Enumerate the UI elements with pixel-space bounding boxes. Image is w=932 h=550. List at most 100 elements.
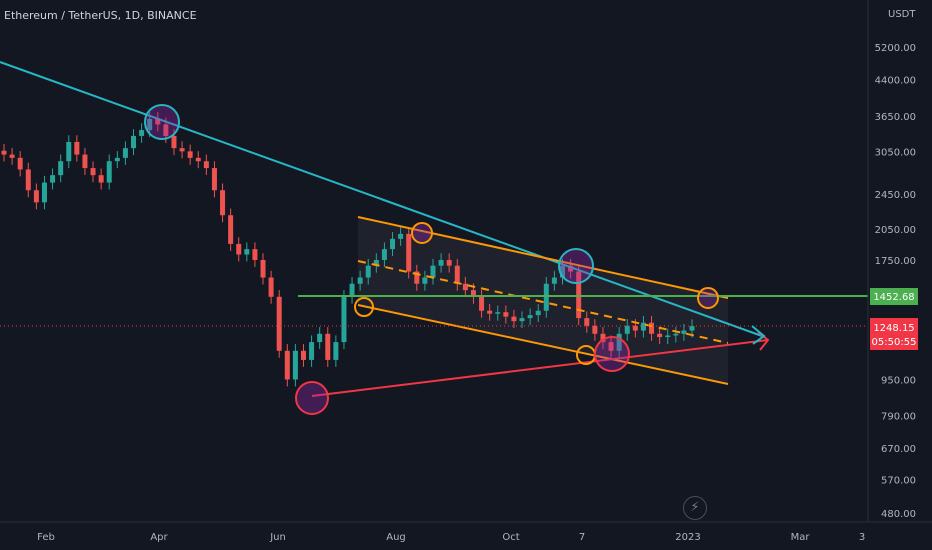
candle-body <box>147 118 153 131</box>
candle-body <box>122 148 128 158</box>
candle-body <box>317 333 323 343</box>
candle-body <box>252 249 258 260</box>
candle-body <box>624 325 630 334</box>
red-touch-circle-nov <box>594 336 630 372</box>
candle-body <box>398 233 404 239</box>
candle-body <box>171 135 177 149</box>
candle-body <box>155 118 161 125</box>
candle-body <box>681 330 687 334</box>
candle-body <box>114 157 120 162</box>
candle-body <box>446 259 452 266</box>
channel-lower-line <box>357 304 729 385</box>
candle-body <box>90 168 96 176</box>
candle-body <box>527 315 533 319</box>
candle-body <box>487 310 493 314</box>
candle-body <box>333 342 339 360</box>
orange-target-circle <box>697 287 719 309</box>
cyan-touch-circle-oct <box>558 248 594 284</box>
candle-body <box>187 151 193 158</box>
time-tick-2: Jun <box>269 532 286 543</box>
price-tick-6: 1750.00 <box>875 256 916 267</box>
candle-body <box>551 277 557 284</box>
candle-body <box>479 296 485 311</box>
candle-body <box>349 283 355 297</box>
candle-body <box>260 259 266 278</box>
candle-body <box>220 190 226 216</box>
price-tick-11: 480.00 <box>881 509 916 520</box>
candle-body <box>25 169 31 191</box>
candle-body <box>632 325 638 331</box>
price-tick-1: 4400.00 <box>875 76 916 87</box>
candle-body <box>390 238 396 250</box>
candle-body <box>519 318 525 322</box>
candle-body <box>381 249 387 260</box>
candle-body <box>365 265 371 278</box>
candle-body <box>584 318 590 326</box>
candle-body <box>665 335 671 338</box>
red-touch-circle-jun <box>295 381 329 415</box>
candle-body <box>17 157 23 170</box>
candle-body <box>592 325 598 334</box>
candle-body <box>649 322 655 334</box>
time-tick-5: 7 <box>579 532 585 543</box>
candle-body <box>131 135 137 149</box>
candle-body <box>82 154 88 169</box>
candle-body <box>543 283 549 311</box>
candles-group <box>1 112 695 387</box>
candle-body <box>203 161 209 169</box>
candle-body <box>163 124 169 136</box>
price-tick-3: 3050.00 <box>875 147 916 158</box>
time-tick-8: 3 <box>859 532 865 543</box>
candle-body <box>211 168 217 191</box>
price-tick-10: 570.00 <box>881 475 916 486</box>
price-tick-0: 5200.00 <box>875 43 916 54</box>
orange-touch-circle-jul <box>354 297 374 317</box>
candle-body <box>495 312 501 314</box>
candle-body <box>98 175 104 183</box>
candle-body <box>657 333 663 338</box>
candle-body <box>559 265 565 278</box>
candle-body <box>568 265 574 272</box>
time-tick-0: Feb <box>37 532 55 543</box>
candle-body <box>535 310 541 316</box>
candle-body <box>414 271 420 284</box>
candle-body <box>462 283 468 291</box>
candle-body <box>244 249 250 255</box>
candle-body <box>228 215 234 244</box>
candle-body <box>689 326 695 331</box>
candle-body <box>600 333 606 343</box>
candle-body <box>236 243 242 255</box>
time-tick-7: Mar <box>791 532 811 543</box>
candle-body <box>511 316 517 322</box>
candle-body <box>139 130 145 136</box>
time-axis-ticks: Feb Apr Jun Aug Oct 7 2023 Mar 3 <box>37 532 865 543</box>
lightning-icon[interactable]: ⚡ <box>683 496 707 520</box>
candle-body <box>438 259 444 266</box>
time-tick-4: Oct <box>502 532 519 543</box>
time-tick-3: Aug <box>386 532 406 543</box>
candle-body <box>608 342 614 351</box>
candle-body <box>454 265 460 284</box>
candle-body <box>300 350 306 360</box>
candle-body <box>179 148 185 152</box>
price-tick-5: 2050.00 <box>875 225 916 236</box>
candle-body <box>373 259 379 266</box>
channel-upper-line <box>357 216 729 299</box>
channel-fill <box>358 217 728 384</box>
price-tick-4: 2450.00 <box>875 190 916 201</box>
trendline-cyan-arrowhead <box>751 325 766 345</box>
candle-body <box>268 277 274 297</box>
support-red-line <box>311 339 769 397</box>
candle-body <box>58 161 64 176</box>
candle-body <box>33 190 39 203</box>
candle-body <box>309 342 315 360</box>
symbol-title: Ethereum / TetherUS, 1D, BINANCE <box>4 9 197 22</box>
candle-body <box>66 141 72 162</box>
orange-touch-circle-aug <box>411 222 433 244</box>
candle-body <box>673 333 679 336</box>
candle-body <box>470 290 476 297</box>
candle-body <box>357 277 363 284</box>
candle-body <box>325 333 331 360</box>
current-price-label: 1248.15 <box>873 323 914 334</box>
